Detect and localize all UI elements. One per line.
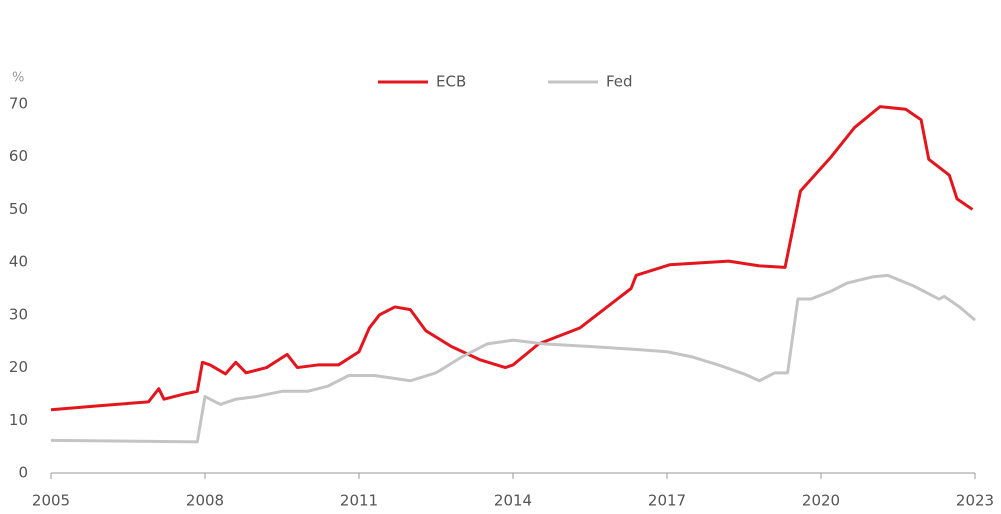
- y-tick-label: 60: [9, 147, 28, 165]
- x-tick-label: 2008: [186, 492, 224, 510]
- series-line: [50, 273, 976, 444]
- x-tick-label: 2005: [32, 492, 70, 510]
- y-tick-label: 0: [18, 464, 28, 482]
- x-tick-label: 2014: [494, 492, 532, 510]
- x-tick-label: 2017: [648, 492, 686, 510]
- series-line: [50, 105, 974, 412]
- legend-label: Fed: [606, 73, 633, 91]
- legend-label: ECB: [436, 73, 466, 91]
- x-tick-label: 2020: [802, 492, 840, 510]
- y-tick-label: 20: [9, 358, 28, 376]
- x-tick-label: 2011: [340, 492, 378, 510]
- y-axis-label: %: [12, 71, 24, 86]
- y-tick-label: 10: [9, 411, 28, 429]
- y-tick-label: 70: [9, 95, 28, 113]
- y-tick-label: 30: [9, 305, 28, 323]
- y-tick-label: 40: [9, 253, 28, 271]
- x-tick-label: 2023: [956, 492, 994, 510]
- y-tick-label: 50: [9, 200, 28, 218]
